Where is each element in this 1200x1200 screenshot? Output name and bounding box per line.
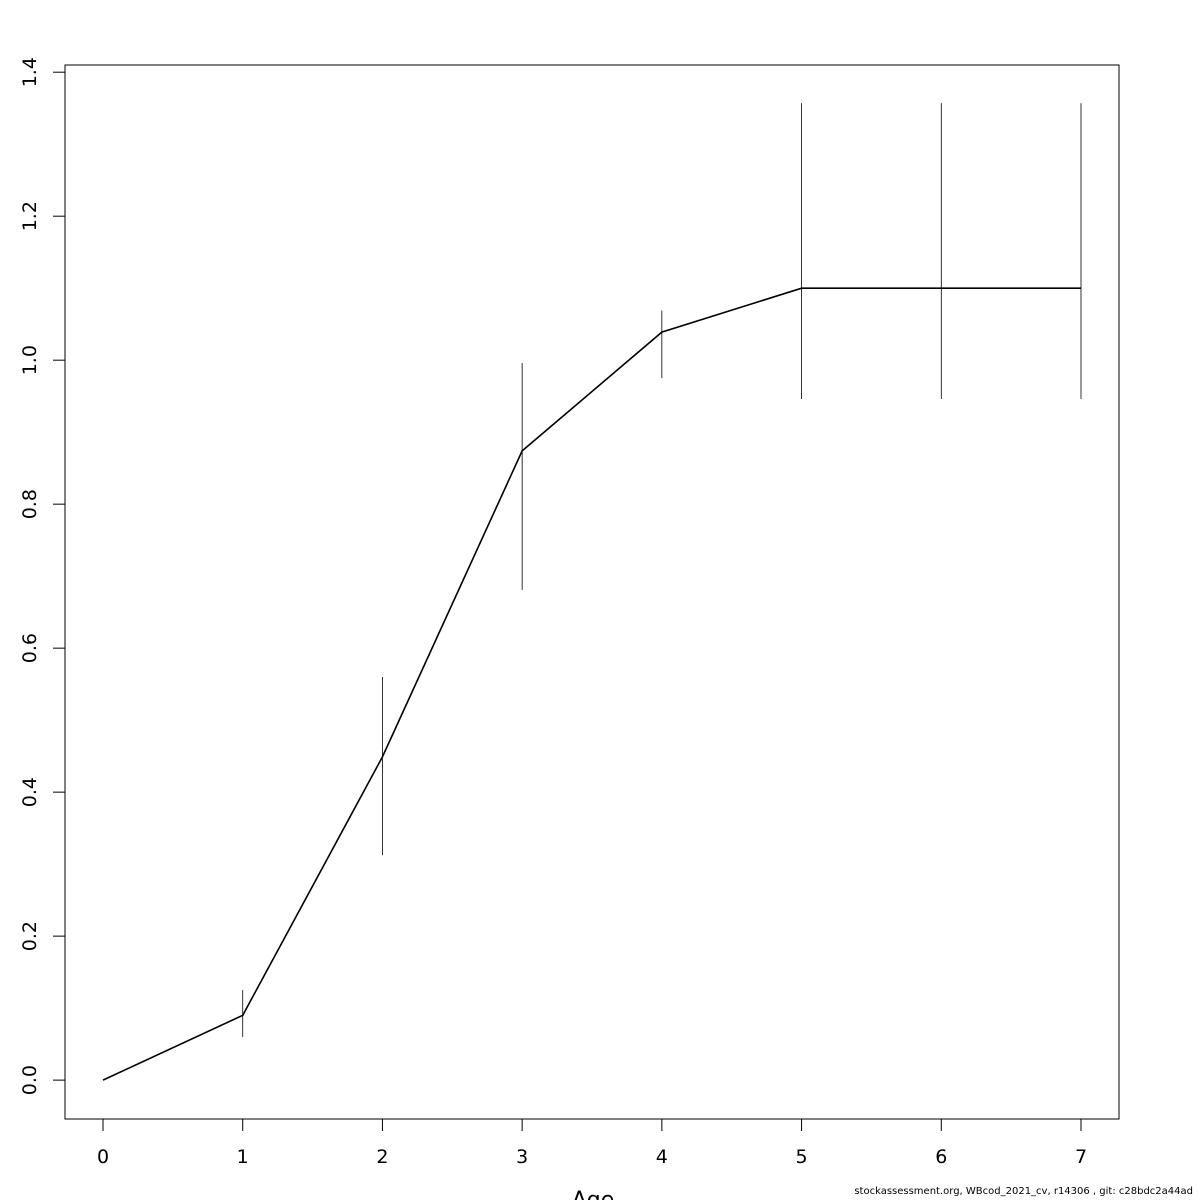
footer: stockassessment.org, WBcod_2021_cv, r143… [854, 1186, 1193, 1197]
x-tick-label: 1 [237, 1146, 249, 1168]
y-tick-label: 0.2 [19, 921, 41, 951]
x-tick-label: 0 [97, 1146, 109, 1168]
x-axis-label: Age [572, 1188, 615, 1200]
x-tick-label: 4 [656, 1146, 668, 1168]
line [102, 287, 1081, 1081]
plot-box [64, 64, 1120, 1120]
x-tick-label: 3 [516, 1146, 528, 1168]
y-tick-label: 0.8 [19, 489, 41, 519]
x-tick-label: 5 [796, 1146, 808, 1168]
y-tick-label: 1.4 [19, 57, 41, 87]
y-tick-label: 1.0 [19, 345, 41, 375]
x-tick-label: 6 [935, 1146, 947, 1168]
y-tick-label: 0.0 [19, 1065, 41, 1095]
x-tick-label: 2 [376, 1146, 388, 1168]
y-tick-label: 1.2 [19, 201, 41, 231]
y-tick-label: 0.4 [19, 777, 41, 807]
y-tick-label: 0.6 [19, 633, 41, 663]
x-tick-label: 7 [1075, 1146, 1087, 1168]
